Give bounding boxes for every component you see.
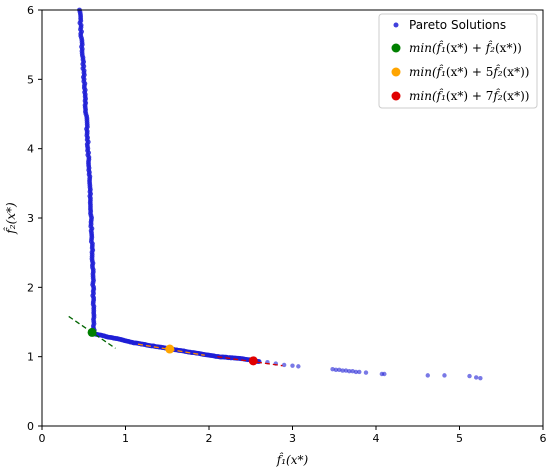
legend-label-part: (x*) + — [446, 41, 486, 55]
pareto-point — [281, 362, 287, 368]
legend-label-part: f̂₂ — [492, 87, 502, 103]
pareto-point — [296, 364, 301, 369]
y-tick-label: 1 — [27, 351, 34, 364]
legend-marker-pareto — [393, 22, 399, 28]
pareto-point — [347, 369, 352, 374]
pareto-point — [363, 370, 369, 375]
pareto-point — [330, 366, 335, 372]
legend-label-part: f̂₂ — [492, 63, 502, 79]
y-axis-label: f̂₂(x*) — [2, 202, 18, 235]
x-tick-label: 5 — [456, 432, 463, 445]
x-tick-label: 4 — [373, 432, 380, 445]
legend-label-part: (x*) + 5 — [446, 65, 493, 79]
legend-label-part: (x*)) — [503, 89, 530, 103]
pareto-point — [442, 373, 447, 378]
x-tick-label: 0 — [39, 432, 46, 445]
x-tick-label: 3 — [289, 432, 296, 445]
data-layer — [68, 7, 483, 381]
pareto-point — [290, 363, 295, 368]
pareto-point — [425, 373, 430, 378]
legend-label-part: (x*) + 7 — [446, 89, 493, 103]
orange-optimum-point — [165, 344, 175, 354]
y-tick-label: 0 — [27, 420, 34, 433]
pareto-point — [357, 369, 362, 375]
legend-marker-red — [391, 91, 401, 101]
legend-label-part: min( — [409, 65, 437, 79]
x-tick-label: 1 — [122, 432, 129, 445]
legend-label-orange: min(f̂₁(x*) + 5f̂₂(x*)) — [409, 63, 529, 79]
pareto-point — [337, 367, 342, 373]
pareto-point — [382, 371, 387, 377]
x-tick-label: 6 — [540, 432, 547, 445]
y-tick-label: 3 — [27, 212, 34, 225]
legend-label-part: min( — [409, 89, 437, 103]
x-tick-label: 2 — [206, 432, 213, 445]
ticks-layer: 0 1 2 3 4 5 6 0 1 2 3 4 5 6 — [27, 4, 547, 445]
legend-label-red: min(f̂₁(x*) + 7f̂₂(x*)) — [409, 87, 529, 103]
red-optimum-point — [248, 356, 258, 366]
legend-label-green: min(f̂₁(x*) + f̂₂(x*)) — [409, 39, 522, 55]
legend-box — [378, 13, 538, 109]
y-tick-label: 2 — [27, 281, 34, 294]
y-tick-label: 4 — [27, 143, 34, 156]
legend-label-part: f̂₁ — [436, 63, 446, 79]
legend-label-part: (x*)) — [503, 65, 530, 79]
legend-label-pareto: Pareto Solutions — [409, 18, 506, 32]
legend-label-part: (x*)) — [495, 41, 522, 55]
legend-label-part: f̂₂ — [485, 39, 495, 55]
pareto-point — [353, 369, 359, 375]
pareto-point — [467, 373, 472, 379]
x-axis-label: f̂₁(x*) — [276, 451, 309, 467]
y-tick-label: 5 — [27, 73, 34, 86]
pareto-point — [474, 375, 479, 380]
legend-marker-green — [391, 43, 401, 53]
legend-label-part: min( — [409, 41, 437, 55]
pareto-point — [350, 369, 355, 374]
y-tick-label: 6 — [27, 4, 34, 17]
pareto-point — [340, 368, 345, 373]
legend-marker-orange — [391, 67, 401, 77]
green-optimum-point — [87, 327, 97, 337]
pareto-point — [343, 368, 349, 373]
legend-label-part: f̂₁ — [436, 87, 446, 103]
pareto-point — [478, 375, 483, 381]
legend-label-part: f̂₁ — [436, 39, 446, 55]
pareto-point — [333, 367, 339, 373]
